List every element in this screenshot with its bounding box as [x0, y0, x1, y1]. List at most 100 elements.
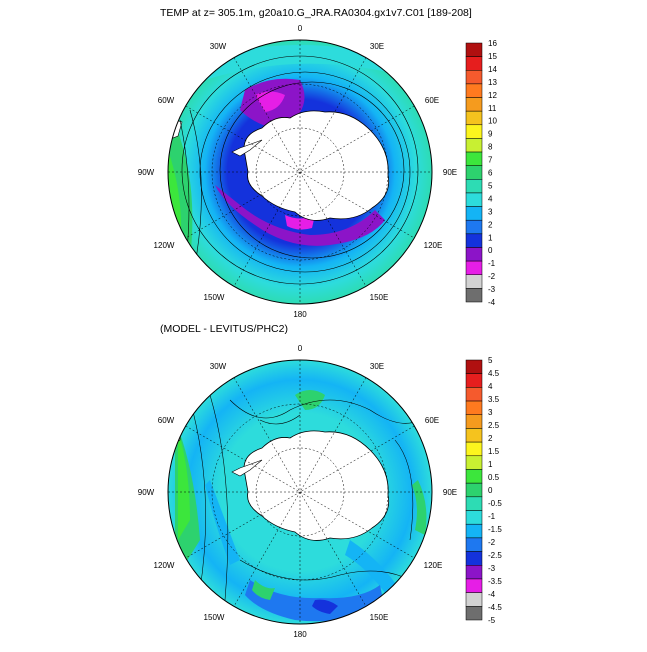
- lon-label: 30W: [210, 42, 227, 51]
- map-1: [167, 39, 433, 305]
- colorbar-swatch: [465, 124, 483, 139]
- lon-label: 150E: [370, 613, 389, 622]
- colorbar-tick-label: -2: [488, 538, 496, 547]
- colorbar-tick-label: -1.5: [488, 525, 502, 534]
- colorbar-swatch: [465, 606, 483, 621]
- map-1-border: [167, 39, 433, 305]
- colorbar-tick-label: 3.5: [488, 395, 500, 404]
- colorbar-swatch: [465, 359, 483, 374]
- lon-label: 90W: [138, 168, 155, 177]
- colorbar-tick-label: -3: [488, 564, 496, 573]
- lon-label: 150W: [204, 613, 225, 622]
- colorbar-swatch: [465, 151, 483, 166]
- colorbar-swatch: [465, 70, 483, 85]
- colorbar-swatch: [465, 138, 483, 153]
- colorbar-swatch: [465, 482, 483, 498]
- lon-label: 120W: [154, 561, 175, 570]
- panel-2: (MODEL - LEVITUS/PHC2): [138, 323, 503, 639]
- colorbar-swatch: [465, 179, 483, 194]
- lon-label: 120W: [154, 241, 175, 250]
- lon-label: 150W: [204, 293, 225, 302]
- colorbar-swatch: [465, 247, 483, 262]
- lon-label: 30W: [210, 362, 227, 371]
- lon-label: 60W: [158, 96, 175, 105]
- colorbar-swatch: [465, 510, 483, 525]
- lon-label: 30E: [370, 362, 384, 371]
- lon-label: 180: [293, 310, 307, 319]
- colorbar-swatch: [465, 441, 483, 457]
- colorbar-tick-label: 16: [488, 39, 497, 48]
- panel-2-title: (MODEL - LEVITUS/PHC2): [160, 323, 288, 335]
- colorbar-tick-label: 8: [488, 143, 493, 152]
- panel-1: TEMP at z= 305.1m, g20a10.G_JRA.RA0304.g…: [138, 7, 498, 319]
- colorbar-tick-label: 15: [488, 52, 497, 61]
- lon-label: 60W: [158, 416, 175, 425]
- colorbar-swatch: [465, 110, 483, 126]
- lon-labels-2: 0 30E 60E 90E 120E 150E 180 150W 120W 90…: [138, 344, 457, 639]
- colorbar-tick-label: 3: [488, 408, 493, 417]
- colorbar-swatch: [465, 428, 483, 443]
- map-2-border: [167, 359, 433, 625]
- colorbar-tick-label: -3: [488, 285, 496, 294]
- colorbar-swatch: [465, 469, 483, 484]
- colorbar-tick-label: 1: [488, 460, 493, 469]
- colorbar-tick-label: 14: [488, 65, 497, 74]
- lon-label: 90E: [443, 488, 457, 497]
- colorbar-tick-label: -4: [488, 590, 496, 599]
- colorbar-swatch: [465, 565, 483, 580]
- colorbar-tick-label: -4: [488, 298, 496, 307]
- graticule-1: [168, 40, 432, 304]
- colorbar-tick-label: 2: [488, 220, 493, 229]
- colorbar-swatch: [465, 56, 483, 71]
- lon-label: 120E: [424, 561, 443, 570]
- colorbar-tick-label: -5: [488, 616, 496, 625]
- colorbar-swatch: [465, 414, 483, 429]
- colorbar-tick-label: 1.5: [488, 447, 500, 456]
- colorbar-tick-label: 12: [488, 91, 497, 100]
- lon-label: 0: [298, 24, 303, 33]
- colorbar-tick-label: 5: [488, 181, 493, 190]
- colorbar-swatch: [465, 42, 483, 57]
- colorbar-tick-label: 7: [488, 156, 493, 165]
- lon-label: 150E: [370, 293, 389, 302]
- colorbar-tick-label: 1: [488, 233, 493, 242]
- colorbar-swatch: [465, 400, 483, 415]
- colorbar-swatch: [465, 523, 483, 539]
- colorbar-swatch: [465, 387, 483, 402]
- colorbar-swatch: [465, 288, 483, 303]
- colorbar-2: 5 4.5 4 3.5 3 2.5 2 1.5 1 0.5 0 -0.5 -1 -1.5 -2 -2.5 -3 -…: [465, 356, 502, 625]
- colorbar-tick-label: 4: [488, 194, 493, 203]
- colorbar-tick-label: -1: [488, 512, 496, 521]
- lon-label: 90E: [443, 168, 457, 177]
- colorbar-tick-label: 10: [488, 117, 497, 126]
- contours-2: [189, 394, 421, 601]
- colorbar-tick-label: 6: [488, 169, 493, 178]
- colorbar-swatch: [465, 537, 483, 552]
- colorbar-tick-label: 4: [488, 382, 493, 391]
- colorbar-tick-label: 0: [488, 246, 493, 255]
- colorbar-tick-label: -2: [488, 272, 496, 281]
- colorbar-swatch: [465, 83, 483, 98]
- cold-water-ross: [215, 185, 385, 246]
- map-2: [167, 359, 433, 625]
- colorbar-swatch: [465, 233, 483, 248]
- colorbar-tick-label: 5: [488, 356, 493, 365]
- colorbar-swatch: [465, 165, 483, 180]
- lon-label: 90W: [138, 488, 155, 497]
- colorbar-tick-label: 0.5: [488, 473, 500, 482]
- panel-1-title: TEMP at z= 305.1m, g20a10.G_JRA.RA0304.g…: [160, 7, 472, 19]
- colorbar-tick-label: -1: [488, 259, 496, 268]
- colorbar-tick-label: 13: [488, 78, 497, 87]
- lon-label: 120E: [424, 241, 443, 250]
- colorbar-swatch: [465, 373, 483, 388]
- colorbar-swatch: [465, 592, 483, 607]
- colorbar-swatch: [465, 192, 483, 207]
- colorbar-swatch: [465, 97, 483, 112]
- colorbar-swatch: [465, 219, 483, 235]
- colorbar-tick-label: 2: [488, 434, 493, 443]
- colorbar-swatch: [465, 274, 483, 289]
- colorbar-swatch: [465, 496, 483, 511]
- colorbar-swatch: [465, 551, 483, 566]
